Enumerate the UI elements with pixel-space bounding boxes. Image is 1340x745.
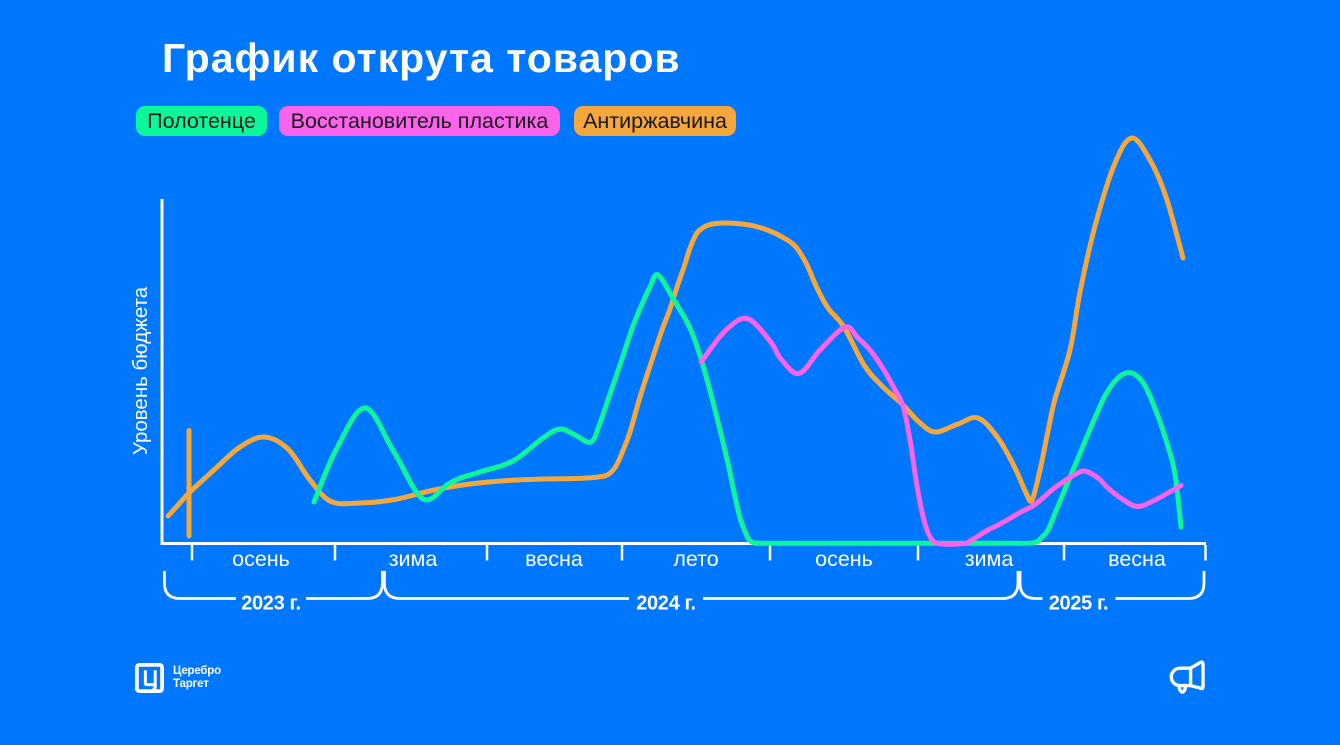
svg-text:осень: осень — [232, 547, 290, 571]
svg-text:2024 г.: 2024 г. — [636, 593, 695, 615]
svg-text:2025 г.: 2025 г. — [1049, 593, 1108, 615]
svg-text:весна: весна — [525, 547, 583, 571]
svg-text:зима: зима — [389, 547, 438, 571]
svg-text:Уровень бюджета: Уровень бюджета — [129, 286, 152, 455]
svg-text:зима: зима — [965, 547, 1014, 571]
svg-text:2023 г.: 2023 г. — [241, 593, 300, 615]
svg-text:осень: осень — [815, 547, 873, 571]
svg-text:лето: лето — [673, 547, 718, 571]
svg-text:весна: весна — [1108, 547, 1166, 571]
